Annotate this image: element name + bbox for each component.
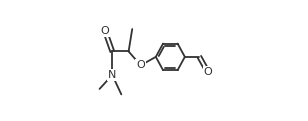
Text: O: O [136, 60, 145, 70]
Text: O: O [101, 26, 109, 36]
Text: N: N [108, 70, 116, 80]
Text: O: O [204, 67, 212, 77]
